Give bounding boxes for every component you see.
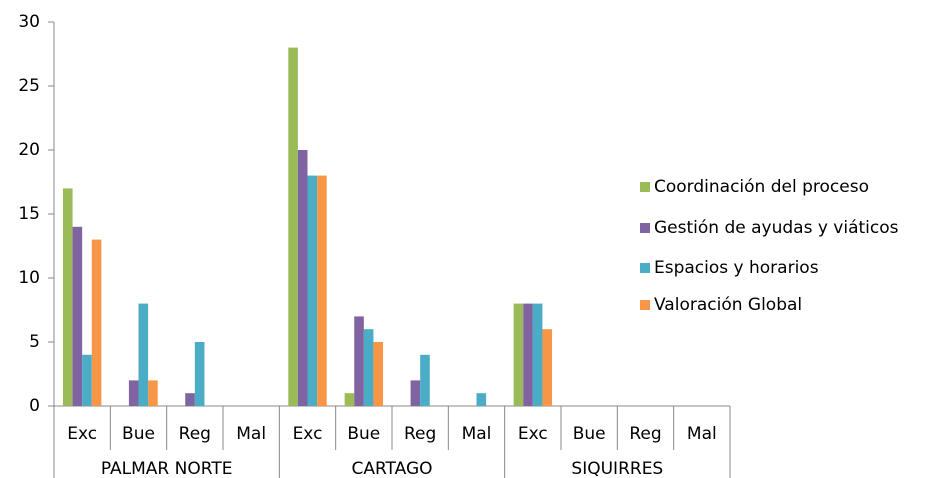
bar — [476, 393, 487, 406]
bar — [185, 393, 195, 406]
bar — [91, 239, 102, 406]
bar — [194, 342, 205, 406]
group-label: SIQUIRRES — [571, 459, 663, 478]
bar — [523, 303, 533, 406]
bar — [513, 303, 524, 406]
legend-swatch — [640, 223, 650, 233]
bar — [344, 393, 355, 406]
bar — [128, 380, 139, 406]
y-tick-label: 20 — [18, 140, 40, 160]
bar — [138, 303, 149, 406]
bar — [420, 354, 430, 406]
x-tick-label: Mal — [462, 424, 492, 444]
y-tick-label: 0 — [29, 396, 40, 416]
x-tick-label: Bue — [122, 424, 155, 444]
legend-swatch — [640, 182, 650, 192]
bar — [410, 380, 421, 406]
y-tick-label: 30 — [18, 12, 40, 32]
x-tick-label: Reg — [179, 424, 211, 444]
x-tick-label: Reg — [404, 424, 436, 444]
legend-label: Valoración Global — [654, 295, 802, 315]
bar — [72, 226, 83, 406]
bar — [373, 342, 384, 406]
y-tick-label: 15 — [18, 204, 40, 224]
legend-label: Gestión de ayudas y viáticos — [654, 218, 899, 238]
x-tick-label: Mal — [687, 424, 717, 444]
bar — [82, 354, 92, 406]
legend-label: Espacios y horarios — [654, 258, 819, 278]
legend-swatch — [640, 263, 650, 273]
x-tick-label: Bue — [573, 424, 606, 444]
group-label: CARTAGO — [351, 459, 432, 478]
bar — [288, 47, 298, 406]
bar — [317, 175, 327, 406]
legend-swatch — [640, 300, 650, 310]
bar — [363, 329, 374, 406]
bar — [148, 380, 158, 406]
x-tick-label: Mal — [236, 424, 266, 444]
x-tick-label: Reg — [629, 424, 661, 444]
bar — [307, 175, 318, 406]
bar — [354, 316, 364, 406]
x-tick-label: Exc — [67, 424, 97, 444]
bar — [542, 329, 553, 406]
group-label: PALMAR NORTE — [101, 459, 233, 478]
x-tick-label: Exc — [518, 424, 548, 444]
y-tick-label: 25 — [18, 76, 40, 96]
bar — [532, 303, 543, 406]
legend-label: Coordinación del proceso — [654, 177, 869, 197]
bar — [62, 188, 73, 406]
y-tick-label: 10 — [18, 268, 40, 288]
y-tick-label: 5 — [29, 332, 40, 352]
x-tick-label: Exc — [293, 424, 323, 444]
x-tick-label: Bue — [347, 424, 380, 444]
bar — [297, 150, 308, 406]
